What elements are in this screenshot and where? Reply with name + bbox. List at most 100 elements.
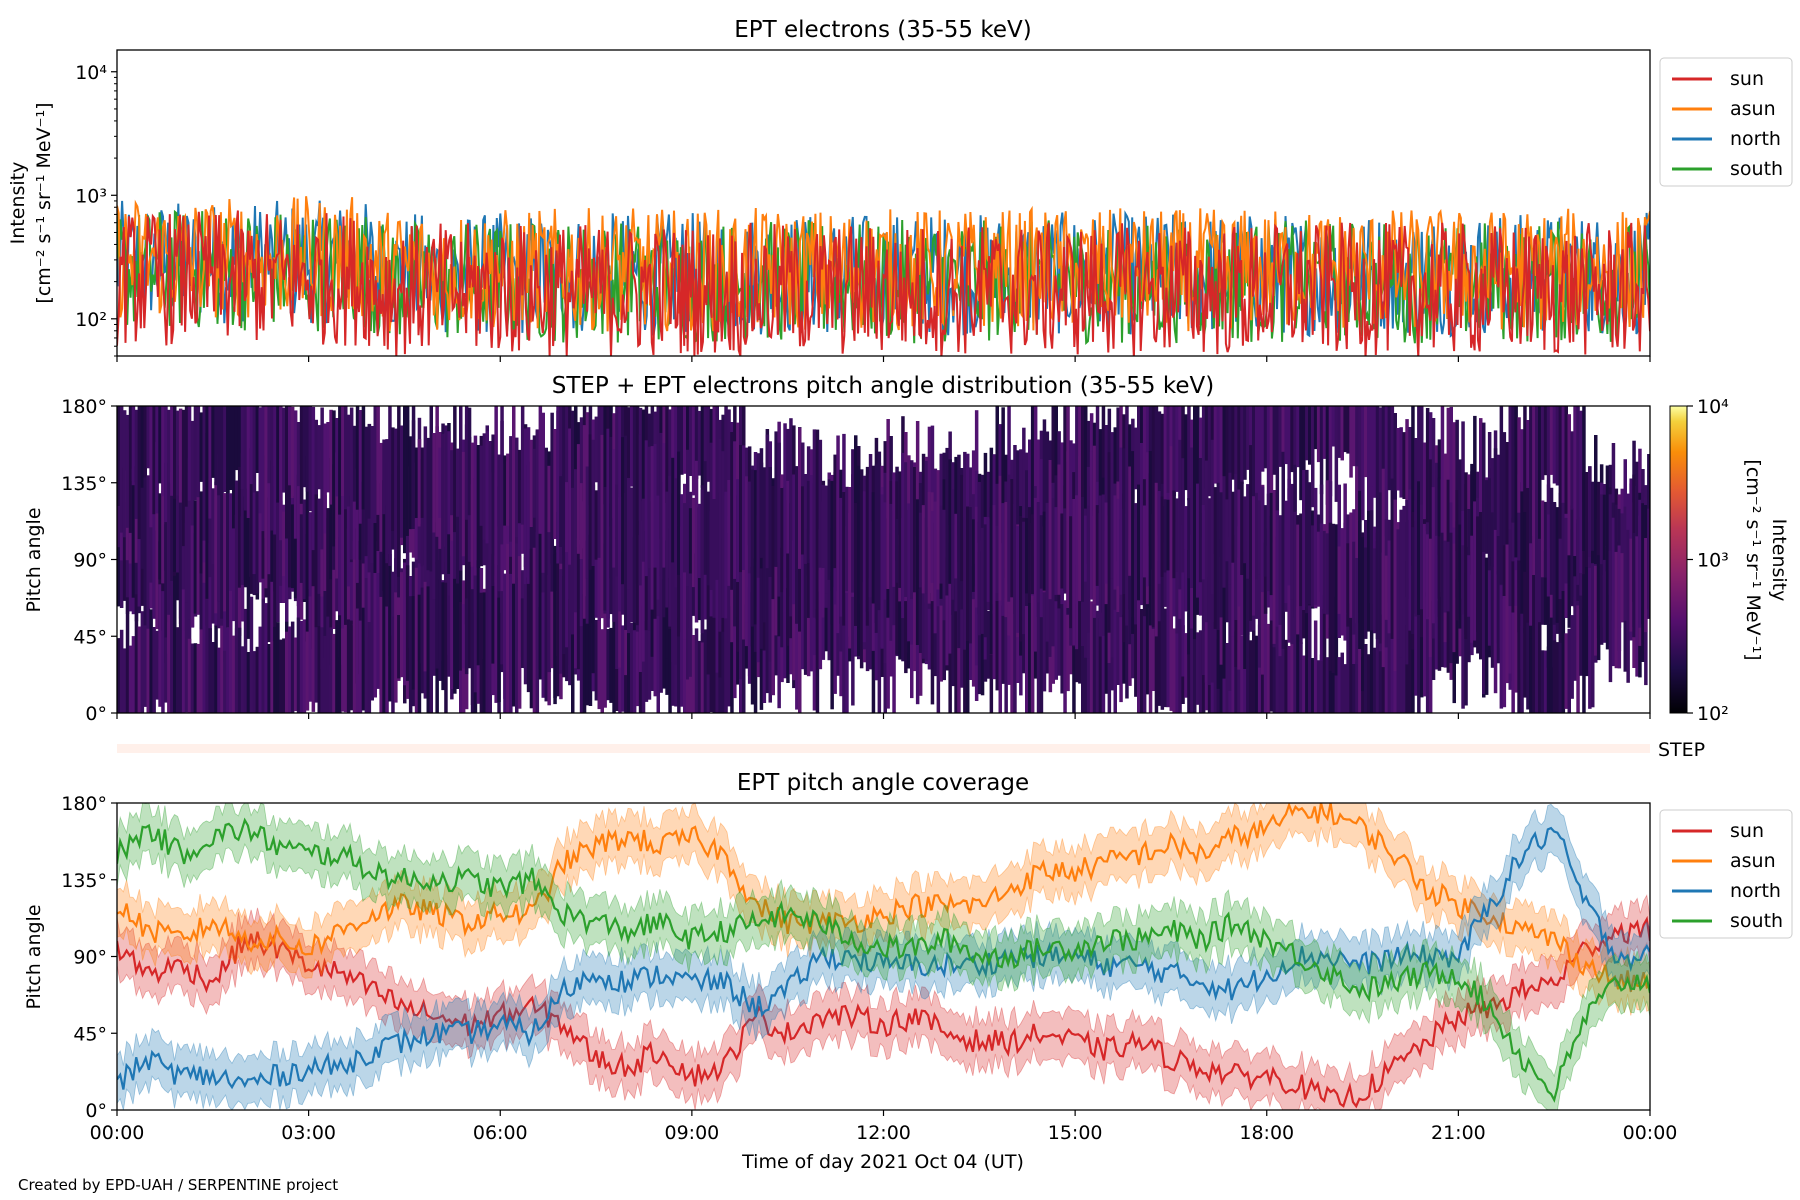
- pad-cell: [986, 517, 991, 602]
- pad-cell: [252, 406, 257, 493]
- pad-cell: [913, 568, 917, 672]
- pad-cell: [1632, 533, 1636, 638]
- pad-cell: [1417, 500, 1421, 615]
- pad-cell: [1538, 622, 1542, 713]
- pad-cell: [1355, 558, 1359, 665]
- pad-cell: [119, 629, 124, 713]
- pad-cell: [591, 439, 596, 566]
- pad-cell: [877, 580, 882, 713]
- pad-cell: [305, 456, 310, 602]
- pad-cell: [211, 642, 215, 713]
- pad-cell: [226, 479, 230, 628]
- pad-cell: [122, 648, 127, 713]
- pad-cell: [293, 495, 298, 599]
- pad-cell: [1154, 482, 1159, 637]
- pad-cell: [706, 491, 711, 586]
- pad-cell: [550, 412, 554, 592]
- pad-cell: [1222, 476, 1226, 588]
- pad-cell: [703, 629, 708, 713]
- pad-cell: [1001, 407, 1005, 544]
- pad-cell: [691, 406, 696, 496]
- pad-cell: [1128, 466, 1132, 576]
- pad-cell: [576, 547, 581, 670]
- pad-cell: [420, 447, 425, 518]
- pad-cell: [146, 628, 150, 713]
- pad-cell: [1160, 413, 1165, 489]
- pad-cell: [261, 406, 265, 532]
- pad-cell: [329, 409, 333, 505]
- pad-cell: [1263, 578, 1268, 713]
- y-tick-label: 180°: [61, 793, 107, 815]
- pad-cell: [724, 406, 728, 496]
- pad-cell: [1561, 502, 1566, 595]
- pad-cell: [792, 474, 796, 605]
- pad-cell: [1181, 406, 1185, 506]
- pad-cell: [447, 431, 451, 535]
- pad-cell: [329, 458, 333, 580]
- pad-cell: [568, 497, 572, 686]
- pad-cell: [680, 494, 684, 578]
- pad-cell: [644, 531, 649, 631]
- pad-cell: [1193, 482, 1197, 640]
- pad-cell: [942, 587, 946, 681]
- pad-cell: [1072, 596, 1076, 713]
- pad-cell: [1311, 525, 1315, 607]
- pad-cell: [1113, 602, 1117, 713]
- pad-cell: [1623, 506, 1627, 621]
- pad-cell: [1054, 406, 1058, 516]
- pad-cell: [1266, 406, 1271, 529]
- colorbar-label-line2: [cm⁻² s⁻¹ sr⁻¹ MeV⁻¹]: [1742, 459, 1764, 660]
- pad-cell: [963, 608, 967, 713]
- pad-cell: [1540, 500, 1545, 578]
- pad-cell: [394, 592, 398, 703]
- pad-cell: [665, 491, 669, 608]
- pad-cell: [677, 525, 681, 637]
- pad-cell: [1532, 406, 1536, 536]
- pad-cell: [830, 480, 834, 625]
- pad-cell: [1190, 447, 1194, 588]
- pad-cell: [335, 452, 339, 579]
- pad-cell: [1346, 543, 1350, 627]
- pad-cell: [1075, 495, 1079, 650]
- pad-cell: [588, 534, 593, 627]
- pad-cell: [426, 437, 430, 571]
- pad-cell: [1399, 509, 1403, 658]
- colorbar-tick-label: 10²: [1697, 703, 1729, 725]
- pad-cell: [727, 580, 731, 707]
- pad-cell: [898, 545, 902, 660]
- pad-cell: [1405, 625, 1409, 713]
- pad-cell: [927, 491, 932, 604]
- pad-cell: [777, 442, 781, 597]
- coverage-series-asun: [117, 803, 1650, 992]
- pad-cell: [1420, 602, 1424, 698]
- y-tick-label: 0°: [85, 703, 107, 725]
- pad-cell: [329, 524, 333, 666]
- pad-cell: [1417, 406, 1421, 515]
- pad-cell: [618, 493, 622, 612]
- pad-cell: [1399, 610, 1403, 713]
- pad-cell: [1284, 406, 1288, 465]
- pad-cell: [1166, 569, 1170, 708]
- pad-cell: [1187, 612, 1191, 713]
- pad-cell: [877, 451, 882, 605]
- pad-cell: [1420, 406, 1424, 568]
- pad-cell: [143, 476, 147, 626]
- pad-cell: [1538, 406, 1542, 539]
- pad-cell: [1028, 602, 1032, 713]
- pad-cell: [1216, 406, 1221, 486]
- pad-cell: [691, 635, 696, 713]
- legend-box: [1659, 57, 1793, 187]
- pad-cell: [532, 448, 537, 518]
- pad-cell: [1296, 634, 1300, 713]
- pad-cell: [117, 638, 121, 713]
- pad-cell: [1543, 406, 1548, 476]
- panel1-yticks: 10² 10³ 10⁴: [75, 62, 117, 357]
- pad-cell: [526, 427, 531, 584]
- pad-cell: [942, 509, 946, 621]
- pad-cell: [464, 598, 469, 675]
- pad-cell: [1579, 410, 1583, 573]
- pad-cell: [579, 417, 584, 540]
- pad-cell: [1322, 608, 1327, 713]
- pad-cell: [435, 562, 439, 669]
- pad-cell: [199, 491, 203, 574]
